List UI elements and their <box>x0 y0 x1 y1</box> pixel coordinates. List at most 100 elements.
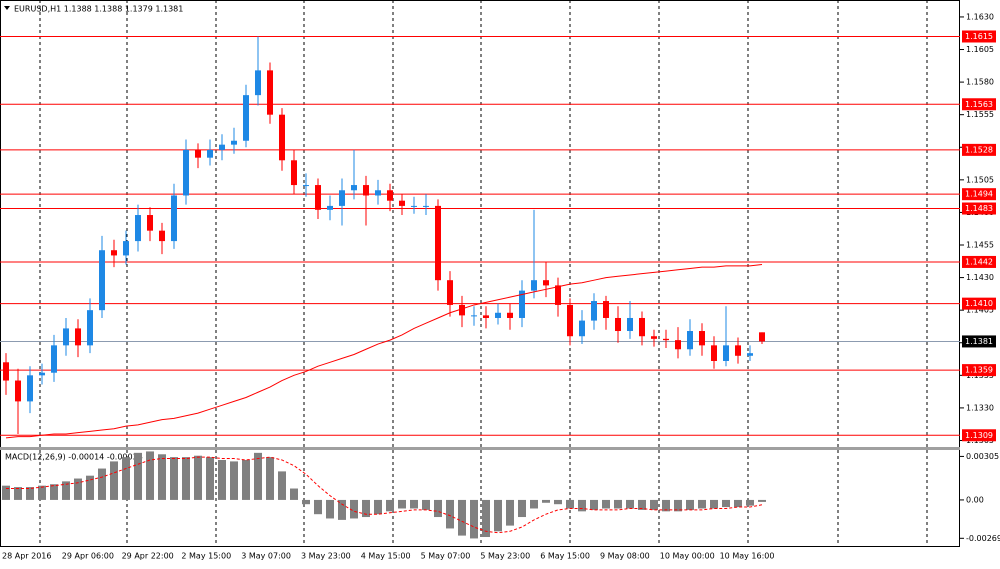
candle-body <box>327 205 333 210</box>
candle-body <box>663 338 669 341</box>
macd-bar <box>482 499 490 538</box>
candle-body <box>735 345 741 356</box>
level-label: 1.1483 <box>965 204 993 213</box>
x-tick-label: 10 May 16:00 <box>720 552 775 561</box>
candle-body <box>363 185 369 196</box>
candle-body <box>243 95 249 141</box>
macd-bar <box>134 452 142 500</box>
x-tick-label: 2 May 15:00 <box>181 552 231 561</box>
level-label-box <box>962 255 996 268</box>
level-label: 1.1410 <box>965 299 993 308</box>
candle-body <box>387 190 393 201</box>
macd-bar <box>290 488 298 500</box>
macd-bar <box>146 451 154 500</box>
macd-bar <box>326 499 334 519</box>
macd-bar <box>554 499 562 505</box>
macd-bar <box>446 499 454 529</box>
plot-frame <box>0 0 960 547</box>
y-tick-label: 1.1555 <box>966 110 994 119</box>
macd-bar <box>86 475 94 500</box>
macd-bar <box>410 499 418 509</box>
x-tick-label: 29 Apr 22:00 <box>122 552 174 561</box>
candle-body <box>543 280 549 286</box>
macd-bar <box>350 499 358 519</box>
macd-bar <box>206 457 214 500</box>
macd-bar <box>626 499 634 509</box>
candle-body <box>687 331 693 350</box>
y-tick-label: 0.00305 <box>966 452 999 461</box>
macd-bar <box>338 499 346 520</box>
macd-bar <box>242 459 250 500</box>
macd-bar <box>434 499 442 518</box>
candle-body <box>759 332 765 342</box>
candle-body <box>231 140 237 145</box>
candle-body <box>3 362 9 381</box>
macd-bar <box>722 499 730 508</box>
macd-bar <box>314 499 322 515</box>
candle-body <box>591 301 597 321</box>
candle-body <box>579 320 585 337</box>
candle-body <box>183 149 189 196</box>
candle-body <box>723 345 729 361</box>
macd-bar <box>98 468 106 500</box>
macd-bar <box>542 499 550 503</box>
level-label-box <box>962 30 996 43</box>
macd-bar <box>122 457 130 500</box>
candle-body <box>651 336 657 339</box>
macd-bar <box>470 499 478 539</box>
macd-bar <box>650 499 658 510</box>
macd-bar <box>254 452 262 500</box>
candle-body <box>219 144 225 150</box>
candle-body <box>255 70 261 96</box>
y-tick-label: 1.1330 <box>966 403 994 412</box>
level-label: 1.1528 <box>965 145 993 154</box>
macd-bar <box>422 499 430 510</box>
level-label-box <box>962 429 996 442</box>
candle-body <box>519 290 525 318</box>
y-tick-label: 0.00 <box>966 495 984 504</box>
candle-body <box>27 375 33 402</box>
candle-body <box>15 380 21 402</box>
macd-bar <box>674 499 682 512</box>
candle-body <box>279 114 285 161</box>
macd-bar <box>374 499 382 515</box>
moving-average <box>5 264 763 439</box>
candle-body <box>135 215 141 242</box>
candle-body <box>435 205 441 281</box>
macd-bar <box>194 455 202 500</box>
candle-body <box>375 190 381 196</box>
menu-arrow[interactable] <box>4 6 10 10</box>
macd-bar <box>698 499 706 509</box>
candle-body <box>615 317 621 332</box>
candle-body <box>171 195 177 242</box>
candle-body <box>291 160 297 186</box>
candle-body <box>675 340 681 350</box>
candle-body <box>111 250 117 256</box>
macd-bar <box>506 499 514 526</box>
macd-bar <box>386 499 394 512</box>
level-label: 1.1442 <box>965 257 993 266</box>
candle-body <box>711 345 717 361</box>
macd-bar <box>278 471 286 500</box>
candle-body <box>507 312 513 318</box>
candle-body <box>51 345 57 373</box>
level-label-box <box>962 364 996 377</box>
level-label: 1.1615 <box>965 32 993 41</box>
candle-body <box>603 301 609 318</box>
candle-body <box>339 190 345 206</box>
level-label: 1.1309 <box>965 431 993 440</box>
macd-bar <box>638 499 646 510</box>
macd-bar <box>302 499 310 505</box>
candle-body <box>87 310 93 346</box>
macd-bar <box>602 499 610 509</box>
time-grid <box>39 0 928 547</box>
macd-bar <box>110 461 118 500</box>
signal-line <box>6 456 763 534</box>
candle-body <box>483 315 489 318</box>
y-tick-label: 1.1430 <box>966 273 994 282</box>
x-tick-label: 6 May 15:00 <box>540 552 590 561</box>
level-label-box <box>962 202 996 215</box>
candle-body <box>123 241 129 256</box>
macd-bar <box>746 499 754 506</box>
candle-body <box>411 205 417 207</box>
